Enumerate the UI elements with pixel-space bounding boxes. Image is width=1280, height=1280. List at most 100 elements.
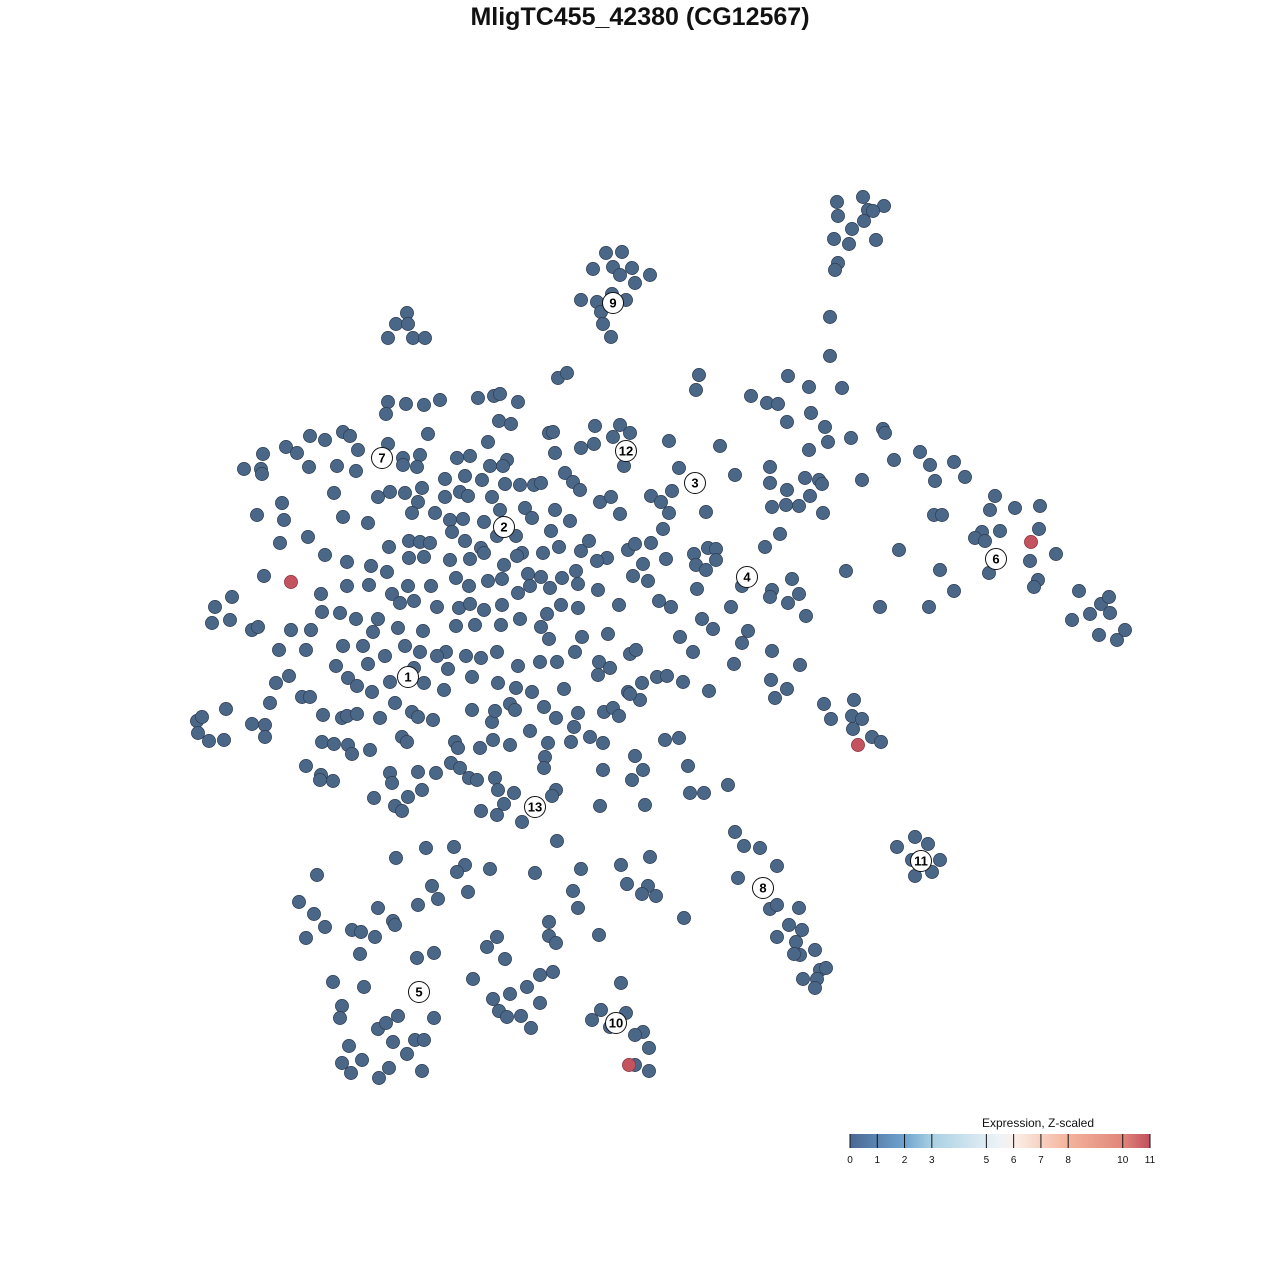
data-point — [411, 765, 425, 779]
data-point — [335, 1056, 349, 1070]
data-point — [709, 553, 723, 567]
legend-tick-label: 6 — [1011, 1155, 1017, 1166]
data-point — [466, 972, 480, 986]
data-point — [548, 446, 562, 460]
data-point — [628, 537, 642, 551]
data-point — [490, 645, 504, 659]
data-point — [424, 579, 438, 593]
data-point — [431, 892, 445, 906]
cluster-label-text: 3 — [691, 476, 698, 491]
data-point — [447, 840, 461, 854]
data-point — [371, 612, 385, 626]
data-point — [349, 464, 363, 478]
data-point — [389, 317, 403, 331]
data-point — [495, 572, 509, 586]
data-point — [401, 790, 415, 804]
data-point — [799, 609, 813, 623]
data-point — [450, 451, 464, 465]
data-point — [625, 773, 639, 787]
cluster-label: 6 — [985, 548, 1007, 570]
data-point — [303, 690, 317, 704]
data-point — [355, 1053, 369, 1067]
data-point — [490, 930, 504, 944]
data-point — [591, 668, 605, 682]
data-point — [654, 495, 668, 509]
legend-tick-label: 7 — [1038, 1155, 1044, 1166]
data-point — [830, 195, 844, 209]
data-point — [933, 853, 947, 867]
data-point — [523, 579, 537, 593]
data-point — [817, 697, 831, 711]
data-point — [465, 670, 479, 684]
data-point — [483, 459, 497, 473]
cluster-label-badge — [736, 566, 758, 588]
data-point — [475, 473, 489, 487]
data-point — [699, 563, 713, 577]
data-point — [793, 658, 807, 672]
data-point — [310, 868, 324, 882]
legend-tick-label: 10 — [1117, 1155, 1129, 1166]
data-point — [623, 687, 637, 701]
data-point — [771, 397, 785, 411]
data-point — [1033, 499, 1047, 513]
data-point — [728, 825, 742, 839]
data-point — [1110, 633, 1124, 647]
data-point — [765, 644, 779, 658]
data-point — [681, 759, 695, 773]
data-point — [571, 706, 585, 720]
data-point — [781, 369, 795, 383]
data-point — [299, 643, 313, 657]
data-point — [217, 733, 231, 747]
data-point — [844, 431, 858, 445]
data-point — [1065, 613, 1079, 627]
data-point — [808, 981, 822, 995]
data-point — [537, 761, 551, 775]
data-point — [534, 476, 548, 490]
data-point — [596, 763, 610, 777]
data-point — [498, 477, 512, 491]
data-point — [417, 550, 431, 564]
cluster-label-text: 7 — [378, 451, 385, 466]
cluster-label: 1 — [397, 666, 419, 688]
data-point — [596, 736, 610, 750]
legend-tick-label: 8 — [1065, 1155, 1071, 1166]
data-point — [396, 458, 410, 472]
data-point — [831, 209, 845, 223]
data-point — [362, 578, 376, 592]
data-point — [335, 999, 349, 1013]
data-point — [855, 473, 869, 487]
data-point — [498, 952, 512, 966]
data-point — [612, 709, 626, 723]
data-point — [491, 783, 505, 797]
data-point — [279, 440, 293, 454]
data-point — [299, 931, 313, 945]
data-point — [383, 485, 397, 499]
data-point — [1032, 522, 1046, 536]
data-point — [988, 489, 1002, 503]
data-point — [727, 657, 741, 671]
data-point — [468, 618, 482, 632]
data-point — [330, 459, 344, 473]
data-point — [846, 722, 860, 736]
data-point — [415, 481, 429, 495]
data-point — [316, 708, 330, 722]
data-point — [416, 624, 430, 638]
data-point — [391, 1009, 405, 1023]
data-point — [257, 569, 271, 583]
cluster-label-text: 9 — [609, 296, 616, 311]
data-point — [692, 368, 706, 382]
data-point — [540, 607, 554, 621]
data-point — [341, 671, 355, 685]
data-point — [662, 434, 676, 448]
data-point — [481, 574, 495, 588]
data-point — [405, 506, 419, 520]
data-point — [765, 500, 779, 514]
data-point — [642, 1041, 656, 1055]
data-point — [544, 524, 558, 538]
data-point — [500, 1010, 514, 1024]
cluster-label-text: 8 — [759, 881, 766, 896]
data-point — [770, 898, 784, 912]
data-point — [327, 737, 341, 751]
data-point — [410, 460, 424, 474]
